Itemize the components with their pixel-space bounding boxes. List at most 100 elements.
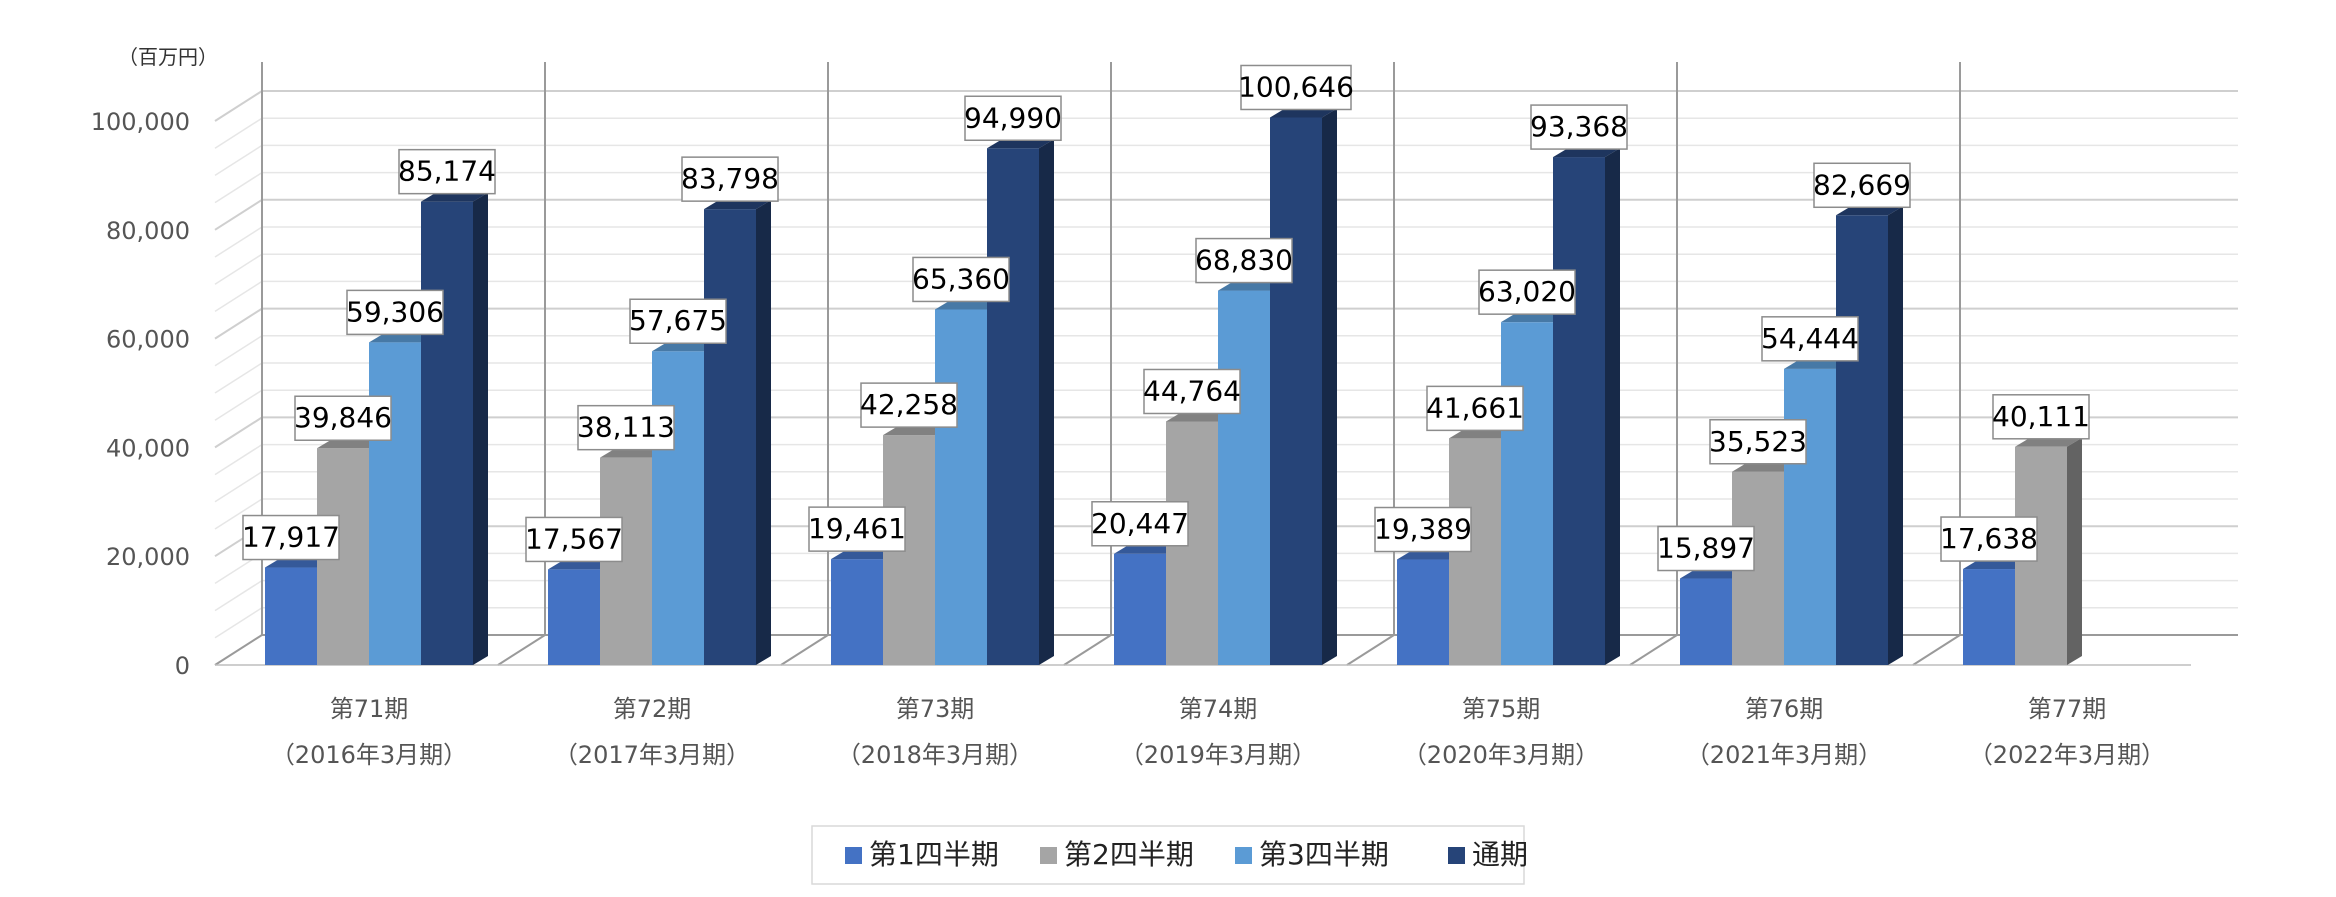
data-label-box xyxy=(1478,269,1576,315)
bar-front xyxy=(421,201,473,665)
side-gridline xyxy=(214,471,263,503)
data-label-text: 63,020 xyxy=(1478,275,1576,308)
bars xyxy=(265,108,2082,666)
bar-top xyxy=(987,139,1054,149)
data-label-text: 44,764 xyxy=(1143,374,1241,407)
data-label-box xyxy=(346,289,444,336)
bar-front xyxy=(1963,569,2015,665)
data-label: 63,020 xyxy=(1478,269,1576,315)
bar-front xyxy=(1784,368,1836,665)
data-label-box xyxy=(1195,237,1293,284)
floor-divider xyxy=(214,634,263,666)
legend-item: 第1四半期 xyxy=(845,838,999,871)
bar-front xyxy=(1680,578,1732,665)
bar xyxy=(1836,206,1903,665)
data-label: 35,523 xyxy=(1709,419,1807,465)
bar-front xyxy=(1397,559,1449,665)
floor-divider xyxy=(1912,634,1961,666)
bar-side xyxy=(1605,148,1620,666)
legend-swatch xyxy=(845,847,862,864)
side-gridline xyxy=(214,607,263,639)
data-label-box xyxy=(398,148,496,195)
legend-frame xyxy=(811,825,1525,885)
data-label: 38,113 xyxy=(577,404,675,451)
bar-top xyxy=(1732,462,1799,472)
data-label: 85,174 xyxy=(398,148,496,195)
data-label: 59,306 xyxy=(346,289,444,336)
bar-top xyxy=(1836,206,1903,216)
data-label-box xyxy=(1657,525,1755,572)
bar-top xyxy=(1114,544,1181,554)
data-label-text: 41,661 xyxy=(1426,391,1524,424)
data-label-box xyxy=(1240,64,1352,111)
legend-label: 第1四半期 xyxy=(869,838,999,871)
data-label-box xyxy=(1530,104,1628,150)
side-gridline xyxy=(214,579,263,612)
bar-top xyxy=(1553,148,1620,158)
data-label: 82,669 xyxy=(1813,162,1911,209)
y-tick-label: 60,000 xyxy=(106,326,190,354)
bar xyxy=(1270,108,1337,665)
data-label-box xyxy=(912,256,1010,303)
data-label-box xyxy=(629,298,727,344)
side-gridline xyxy=(214,171,263,204)
data-label-box xyxy=(525,516,623,563)
x-tick-sublabel: （2019年3月期） xyxy=(1120,741,1316,769)
data-label-box xyxy=(1992,394,2090,440)
y-tick-label: 80,000 xyxy=(106,217,190,245)
bar-front xyxy=(1553,157,1605,666)
data-label-text: 54,444 xyxy=(1761,322,1859,355)
data-label-text: 59,306 xyxy=(346,295,444,328)
x-tick-label: 第75期 xyxy=(1462,695,1541,723)
side-gridline xyxy=(214,90,263,122)
bar-top xyxy=(1270,108,1337,118)
data-label-text: 93,368 xyxy=(1530,110,1628,143)
side-gridline xyxy=(214,498,263,530)
data-label: 68,830 xyxy=(1195,237,1293,284)
data-label: 57,675 xyxy=(629,298,727,344)
data-label: 17,567 xyxy=(525,516,623,563)
bar-front xyxy=(652,351,704,665)
data-label: 39,846 xyxy=(294,395,392,441)
bar-top xyxy=(652,342,719,352)
floor-divider xyxy=(1346,634,1395,666)
data-label-text: 19,461 xyxy=(808,512,906,545)
legend-item: 第2四半期 xyxy=(1040,838,1194,871)
data-label-box xyxy=(681,156,779,202)
floor-divider xyxy=(1063,634,1112,666)
data-label: 17,917 xyxy=(242,514,340,561)
legend: 第1四半期 第2四半期 第3四半期 通期 xyxy=(811,825,1528,885)
data-label-text: 39,846 xyxy=(294,401,392,434)
y-tick-label: 0 xyxy=(175,652,190,680)
bar-side xyxy=(1322,108,1337,665)
bar-front xyxy=(704,209,756,665)
side-gridline xyxy=(214,280,263,313)
data-label: 20,447 xyxy=(1091,501,1189,547)
data-label-box xyxy=(577,404,675,451)
data-label-box xyxy=(1940,516,2038,562)
bar xyxy=(1553,148,1620,666)
floor-divider xyxy=(780,634,829,666)
data-label: 44,764 xyxy=(1143,368,1241,415)
x-tick-sublabel: （2018年3月期） xyxy=(837,741,1033,769)
data-label-box xyxy=(1426,385,1524,432)
data-label-box xyxy=(242,514,340,561)
x-tick-sublabel: （2016年3月期） xyxy=(271,741,467,769)
bar-top xyxy=(831,550,898,560)
bar xyxy=(987,139,1054,665)
side-gridline xyxy=(214,198,263,231)
data-label-text: 68,830 xyxy=(1195,244,1293,277)
bar-side xyxy=(756,200,771,665)
data-label-text: 38,113 xyxy=(577,411,675,444)
bar-side xyxy=(473,192,488,665)
bar-side xyxy=(1039,139,1054,665)
data-label-box xyxy=(860,382,958,428)
side-gridline xyxy=(214,144,263,177)
data-label-text: 20,447 xyxy=(1091,507,1189,540)
legend-label: 通期 xyxy=(1472,838,1528,871)
side-gridline xyxy=(214,117,263,149)
data-label-text: 57,675 xyxy=(629,304,727,337)
bar-top xyxy=(1218,281,1285,291)
y-axis: 0 20,000 40,000 60,000 80,000 100,000 （百万円） xyxy=(91,45,218,680)
